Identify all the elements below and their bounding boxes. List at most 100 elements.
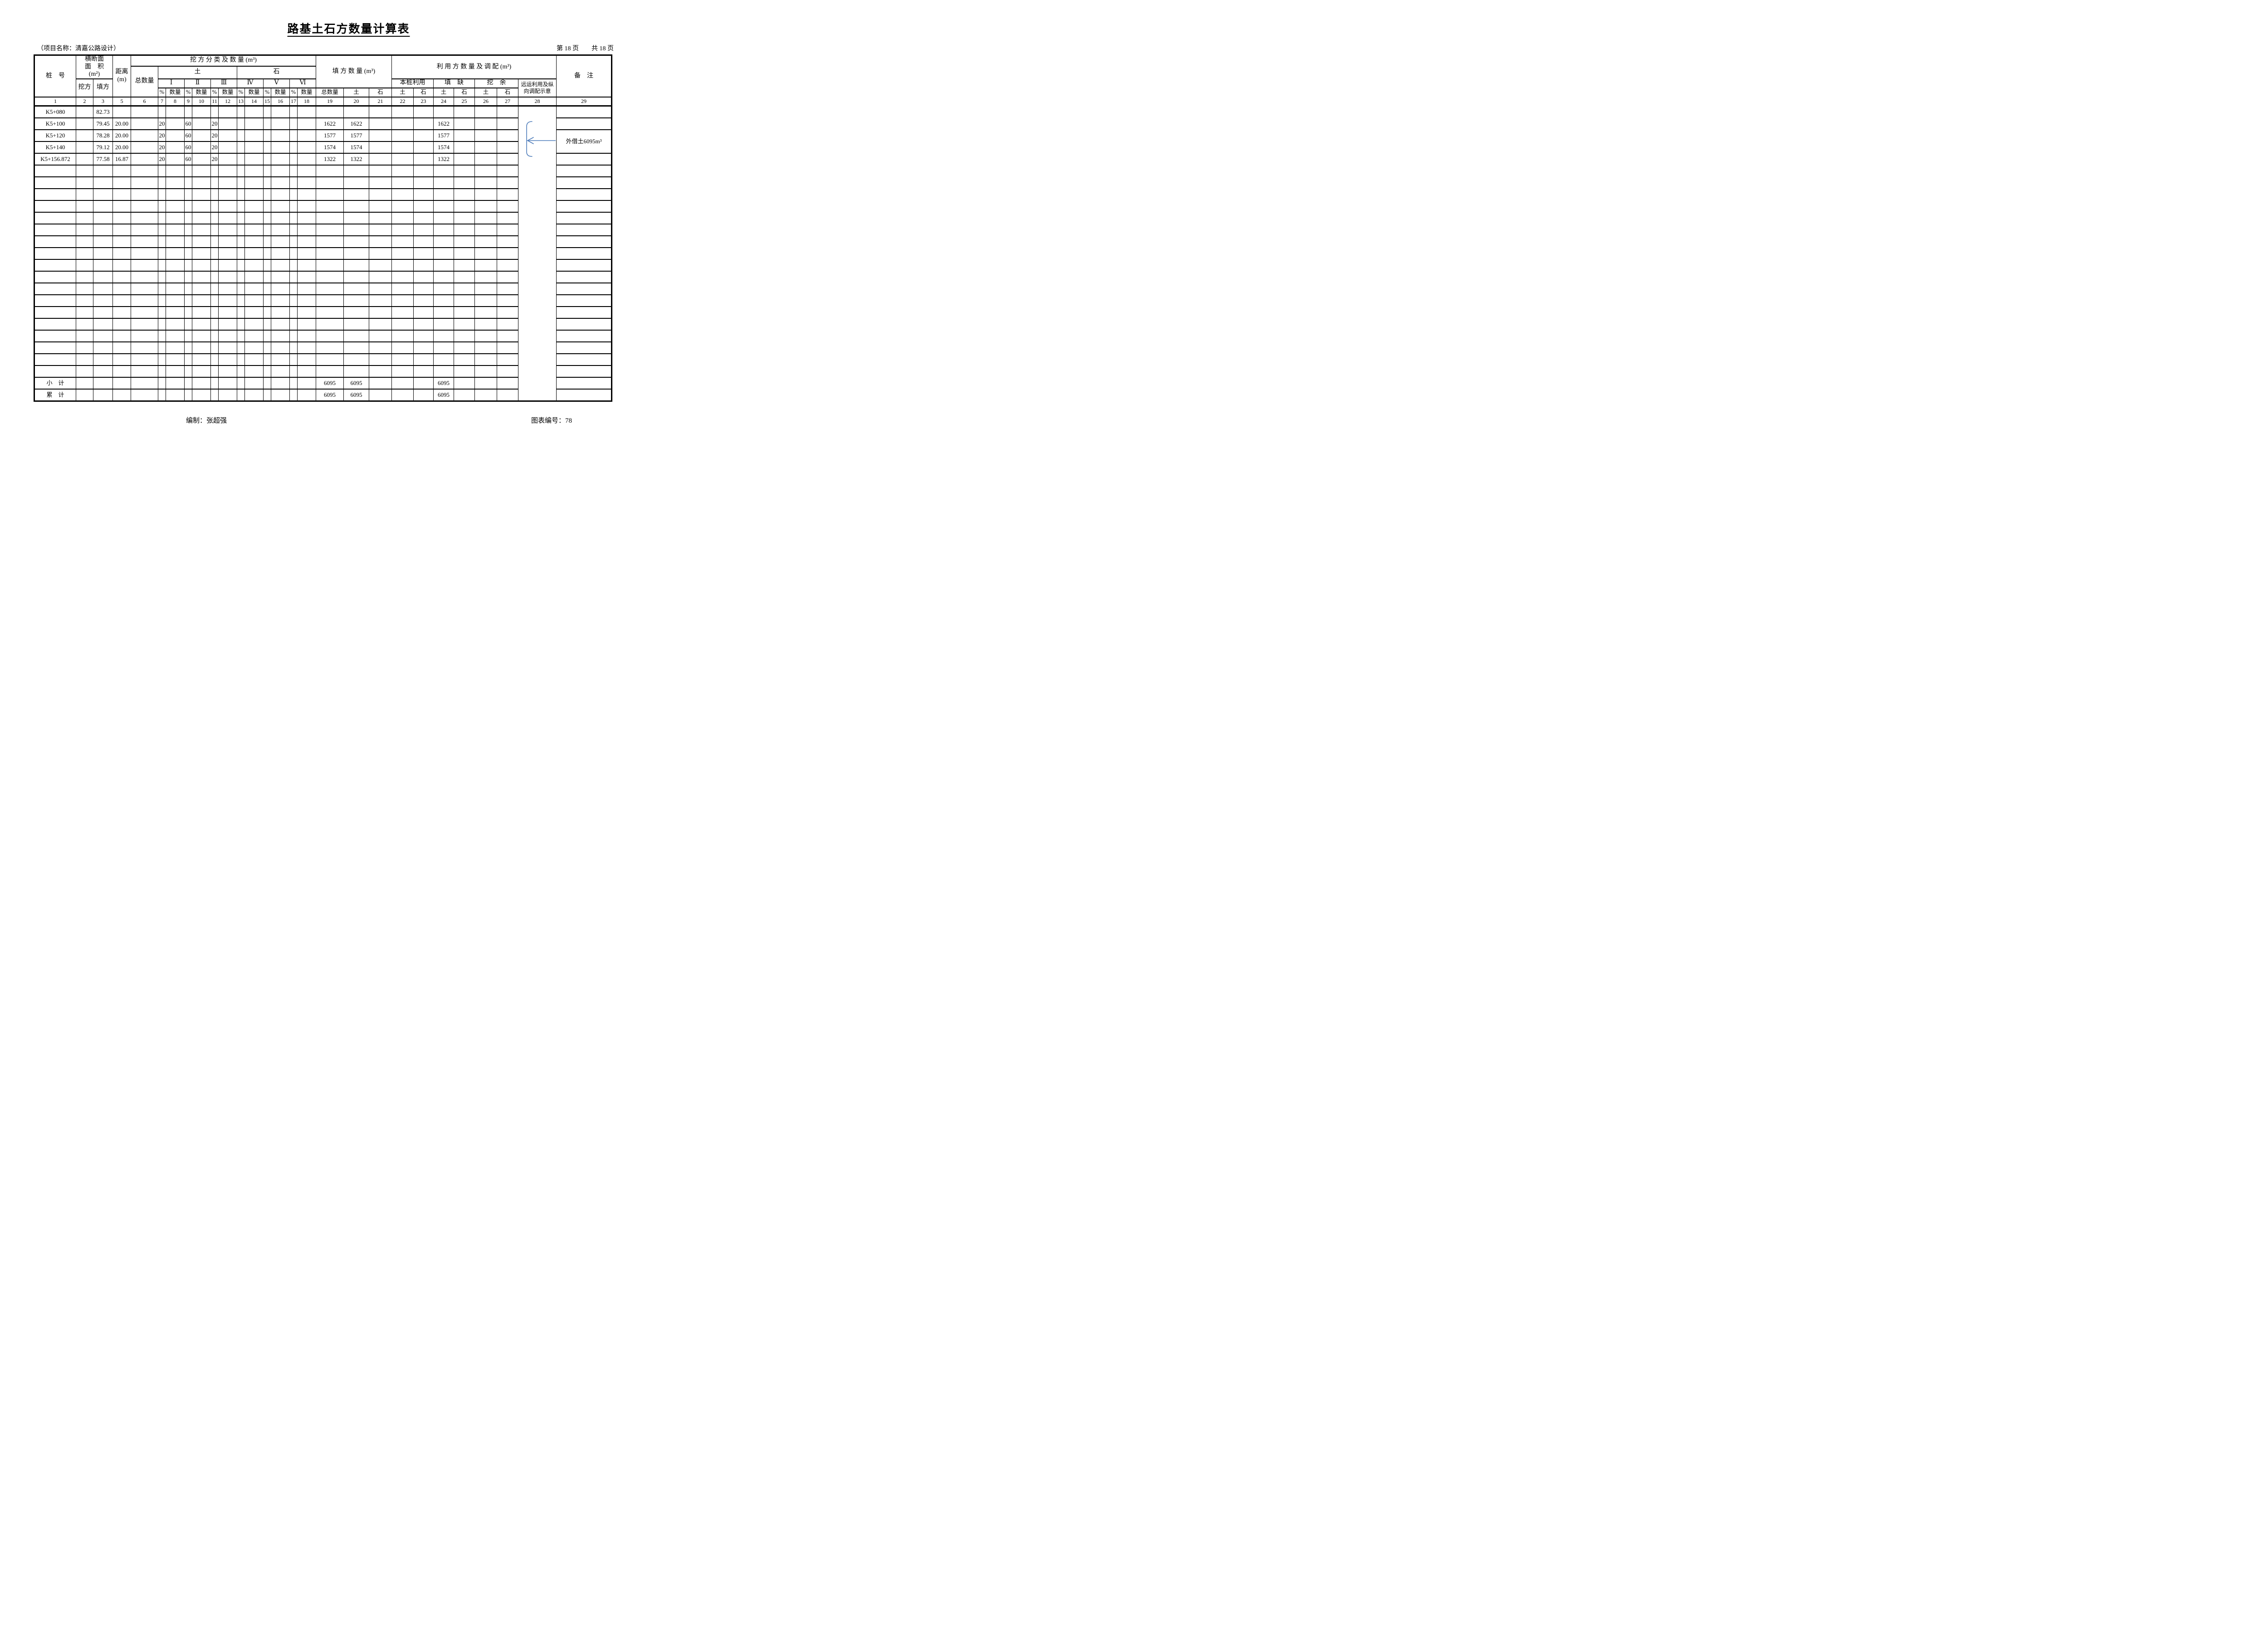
table-cell (184, 330, 192, 343)
table-cell (218, 306, 237, 319)
table-cell: 6095 (343, 389, 369, 402)
column-number: 16 (271, 96, 290, 107)
table-cell (192, 117, 211, 131)
pile-cell (34, 330, 76, 343)
table-cell (413, 318, 434, 331)
table-cell (192, 200, 211, 213)
table-cell: 20 (210, 117, 219, 131)
table-cell (112, 212, 131, 225)
table-cell (210, 389, 219, 402)
table-cell (263, 235, 271, 248)
table-cell (184, 212, 192, 225)
table-cell (454, 271, 475, 284)
table-cell (76, 176, 93, 190)
table-cell (497, 365, 518, 378)
table-cell (297, 153, 316, 166)
remark-cell (556, 188, 612, 201)
table-cell (391, 247, 414, 260)
table-cell (433, 235, 454, 248)
column-number: 26 (474, 96, 497, 107)
table-cell (369, 188, 392, 201)
table-row (34, 200, 612, 213)
table-cell (131, 341, 158, 355)
table-cell (297, 294, 316, 307)
table-cell (413, 259, 434, 272)
table-cell (244, 235, 264, 248)
table-cell (413, 283, 434, 296)
table-cell (184, 377, 192, 390)
table-cell (454, 117, 475, 131)
table-cell (244, 188, 264, 201)
table-cell (218, 365, 237, 378)
remark-cell (556, 117, 612, 131)
table-cell (210, 259, 219, 272)
table-cell (237, 141, 245, 154)
table-cell (391, 365, 414, 378)
remark-cell (556, 200, 612, 213)
table-cell (210, 318, 219, 331)
table-cell (474, 318, 497, 331)
table-cell (76, 330, 93, 343)
table-cell (244, 365, 264, 378)
table-cell (244, 105, 264, 119)
table-cell (93, 353, 113, 366)
table-cell (93, 330, 113, 343)
pile-cell (34, 247, 76, 260)
table-cell (343, 235, 369, 248)
table-cell (297, 235, 316, 248)
remark-annotation: 外借土6095m³ (556, 129, 612, 154)
table-cell (112, 176, 131, 190)
table-cell (497, 129, 518, 142)
remark-cell (556, 330, 612, 343)
table-cell (433, 294, 454, 307)
table-cell (433, 212, 454, 225)
remark-cell (556, 212, 612, 225)
table-cell (112, 165, 131, 178)
table-cell: 1622 (316, 117, 344, 131)
table-cell (343, 224, 369, 237)
table-cell (497, 176, 518, 190)
table-cell (369, 129, 392, 142)
table-cell (210, 235, 219, 248)
table-cell: 1574 (316, 141, 344, 154)
table-cell (218, 330, 237, 343)
table-cell (112, 353, 131, 366)
table-cell (454, 235, 475, 248)
table-cell (316, 165, 344, 178)
table-cell (76, 247, 93, 260)
pile-cell (34, 271, 76, 284)
table-cell (112, 389, 131, 402)
pile-cell: K5+156.872 (34, 153, 76, 166)
table-cell (316, 283, 344, 296)
table-cell (244, 389, 264, 402)
table-cell (316, 176, 344, 190)
table-cell (263, 259, 271, 272)
table-cell (93, 365, 113, 378)
table-cell (343, 247, 369, 260)
table-cell (237, 153, 245, 166)
column-number: 2 (76, 96, 93, 107)
table-cell (218, 259, 237, 272)
table-cell (433, 341, 454, 355)
table-cell (166, 224, 185, 237)
table-cell (158, 306, 166, 319)
table-cell (297, 389, 316, 402)
table-cell (343, 330, 369, 343)
project-name-label: （项目名称：清嘉公路设计） (37, 45, 120, 52)
table-cell (131, 117, 158, 131)
table-cell (93, 318, 113, 331)
table-cell (433, 259, 454, 272)
table-cell (433, 271, 454, 284)
th-utilization-group: 利 用 方 数 量 及 调 配 (m³) (391, 54, 557, 79)
table-cell (112, 271, 131, 284)
table-cell (93, 259, 113, 272)
table-cell (474, 176, 497, 190)
table-cell (297, 353, 316, 366)
table-cell (497, 330, 518, 343)
remark-cell (556, 271, 612, 284)
column-number: 9 (184, 96, 192, 107)
th-remark: 备 注 (556, 54, 612, 97)
th-pile-number: 桩 号 (34, 54, 76, 97)
table-cell (218, 129, 237, 142)
table-cell (237, 341, 245, 355)
